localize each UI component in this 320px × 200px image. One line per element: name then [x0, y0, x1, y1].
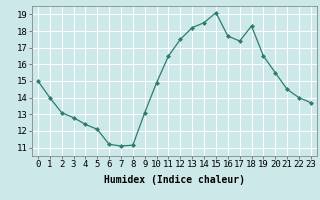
X-axis label: Humidex (Indice chaleur): Humidex (Indice chaleur) [104, 175, 245, 185]
